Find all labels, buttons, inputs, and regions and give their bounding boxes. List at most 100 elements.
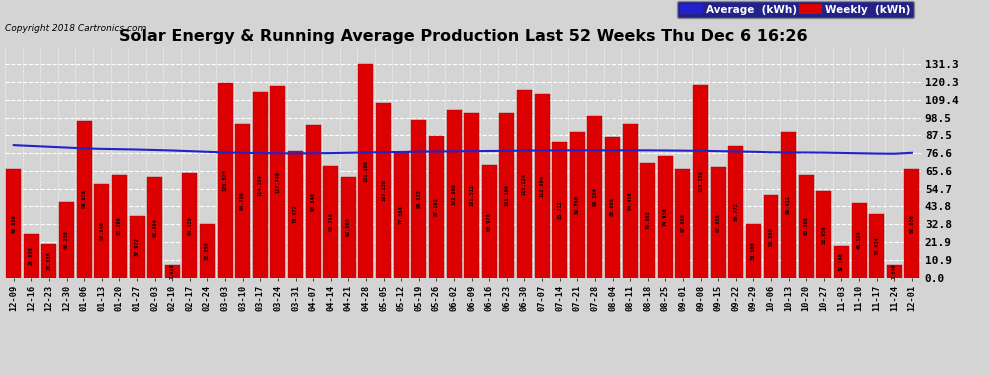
Bar bbox=[341, 177, 355, 278]
Text: 107.136: 107.136 bbox=[381, 180, 386, 201]
Bar bbox=[623, 124, 638, 278]
Bar bbox=[745, 224, 761, 278]
Text: 7.840: 7.840 bbox=[892, 263, 897, 279]
Bar bbox=[112, 175, 127, 278]
Text: 68.976: 68.976 bbox=[487, 212, 492, 231]
Text: 63.308: 63.308 bbox=[804, 217, 809, 236]
Text: 96.638: 96.638 bbox=[82, 190, 87, 209]
Text: 74.956: 74.956 bbox=[663, 207, 668, 226]
Text: 46.104: 46.104 bbox=[856, 231, 861, 249]
Bar bbox=[6, 169, 21, 278]
Text: Copyright 2018 Cartronics.com: Copyright 2018 Cartronics.com bbox=[5, 24, 147, 33]
Text: 46.230: 46.230 bbox=[64, 231, 69, 249]
Bar bbox=[552, 141, 567, 278]
Text: 20.838: 20.838 bbox=[47, 251, 51, 270]
Text: 131.280: 131.280 bbox=[363, 160, 368, 182]
Text: 86.668: 86.668 bbox=[610, 198, 615, 216]
Bar bbox=[834, 246, 849, 278]
Text: 94.496: 94.496 bbox=[628, 191, 633, 210]
Text: 37.972: 37.972 bbox=[135, 237, 140, 256]
Text: 52.956: 52.956 bbox=[822, 225, 827, 244]
Text: 38.924: 38.924 bbox=[874, 237, 879, 255]
Bar bbox=[358, 64, 373, 278]
Bar bbox=[94, 184, 109, 278]
Bar bbox=[781, 132, 796, 278]
Text: 77.364: 77.364 bbox=[399, 205, 404, 224]
Text: 96.832: 96.832 bbox=[417, 189, 422, 208]
Text: 80.772: 80.772 bbox=[734, 202, 739, 221]
Bar bbox=[236, 124, 250, 278]
Text: 67.008: 67.008 bbox=[680, 214, 685, 232]
Bar bbox=[535, 94, 549, 278]
Bar bbox=[711, 167, 726, 278]
Bar bbox=[42, 244, 56, 278]
Bar bbox=[763, 195, 778, 278]
Text: 93.840: 93.840 bbox=[311, 192, 316, 211]
Bar bbox=[76, 120, 92, 278]
Text: 66.856: 66.856 bbox=[11, 214, 16, 232]
Text: 68.768: 68.768 bbox=[329, 212, 334, 231]
Text: 67.856: 67.856 bbox=[716, 213, 721, 232]
Bar bbox=[605, 137, 620, 278]
Text: 57.640: 57.640 bbox=[99, 221, 104, 240]
Bar bbox=[288, 151, 303, 278]
Bar bbox=[517, 90, 532, 278]
Text: 118.256: 118.256 bbox=[698, 171, 703, 192]
Title: Solar Energy & Running Average Production Last 52 Weeks Thu Dec 6 16:26: Solar Energy & Running Average Productio… bbox=[119, 29, 807, 44]
Bar bbox=[817, 192, 832, 278]
Text: 112.864: 112.864 bbox=[540, 175, 545, 197]
Text: 89.412: 89.412 bbox=[786, 195, 791, 214]
Bar bbox=[464, 112, 479, 278]
Text: 120.020: 120.020 bbox=[223, 169, 228, 191]
Text: 89.760: 89.760 bbox=[575, 195, 580, 214]
Bar bbox=[148, 177, 162, 278]
Text: 64.120: 64.120 bbox=[187, 216, 192, 235]
Text: 33.100: 33.100 bbox=[750, 241, 756, 260]
Bar bbox=[851, 202, 866, 278]
Bar bbox=[252, 92, 267, 278]
Text: 61.694: 61.694 bbox=[152, 218, 157, 237]
Bar bbox=[693, 86, 708, 278]
Bar bbox=[218, 82, 233, 278]
Bar bbox=[675, 169, 690, 278]
Bar bbox=[641, 163, 655, 278]
Bar bbox=[570, 132, 585, 278]
Bar bbox=[164, 265, 180, 278]
Text: 78.072: 78.072 bbox=[293, 205, 298, 224]
Text: 101.512: 101.512 bbox=[469, 184, 474, 206]
Bar bbox=[394, 152, 409, 278]
Bar bbox=[324, 166, 339, 278]
Bar bbox=[59, 202, 74, 278]
Bar bbox=[799, 175, 814, 278]
Text: 102.968: 102.968 bbox=[451, 183, 456, 205]
Text: 99.204: 99.204 bbox=[592, 188, 597, 206]
Text: 62.080: 62.080 bbox=[346, 218, 350, 237]
Text: 83.712: 83.712 bbox=[557, 200, 562, 219]
Bar bbox=[376, 104, 391, 278]
Bar bbox=[499, 113, 515, 278]
Text: 63.296: 63.296 bbox=[117, 217, 122, 236]
Bar bbox=[729, 146, 743, 278]
Bar bbox=[306, 125, 321, 278]
Bar bbox=[200, 224, 215, 278]
Text: 50.560: 50.560 bbox=[768, 227, 773, 246]
Bar bbox=[411, 120, 427, 278]
Bar bbox=[446, 110, 461, 278]
Text: 7.926: 7.926 bbox=[169, 263, 175, 279]
Bar bbox=[658, 156, 673, 278]
Text: 114.184: 114.184 bbox=[257, 174, 262, 196]
Bar bbox=[587, 116, 602, 278]
Text: 115.224: 115.224 bbox=[522, 173, 527, 195]
Legend: Average  (kWh), Weekly  (kWh): Average (kWh), Weekly (kWh) bbox=[677, 2, 914, 18]
Bar bbox=[130, 216, 145, 278]
Text: 94.780: 94.780 bbox=[241, 191, 246, 210]
Text: 70.692: 70.692 bbox=[645, 211, 650, 230]
Text: 32.856: 32.856 bbox=[205, 242, 210, 260]
Text: 66.856: 66.856 bbox=[910, 214, 915, 232]
Bar bbox=[887, 265, 902, 278]
Bar bbox=[182, 173, 197, 278]
Text: 26.936: 26.936 bbox=[29, 246, 34, 265]
Bar bbox=[482, 165, 497, 278]
Text: 87.192: 87.192 bbox=[434, 197, 439, 216]
Text: 117.748: 117.748 bbox=[275, 171, 280, 193]
